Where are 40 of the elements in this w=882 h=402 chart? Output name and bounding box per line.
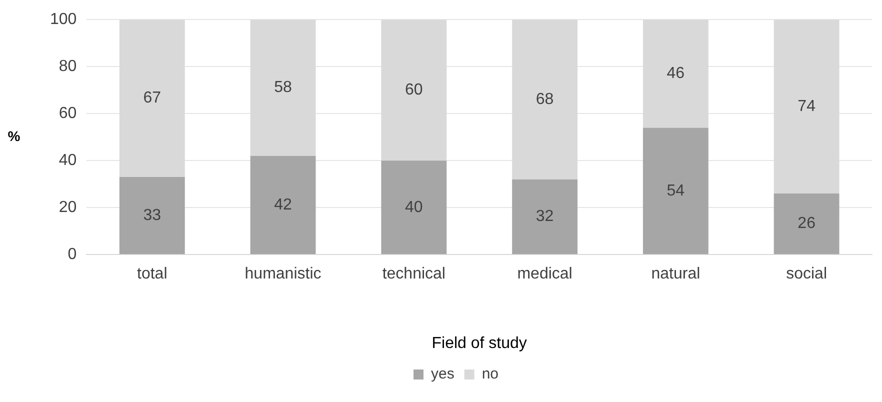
data-label: 68: [536, 90, 554, 108]
bar: [774, 20, 840, 194]
x-tick-label: medical: [517, 266, 572, 283]
y-axis-title: %: [8, 128, 21, 144]
x-tick-label: total: [137, 266, 168, 283]
data-label: 42: [274, 196, 292, 214]
data-label: 32: [536, 208, 554, 226]
legend-label: yes: [430, 366, 454, 383]
bar: [119, 177, 185, 254]
legend-label: no: [482, 366, 499, 383]
data-label: 54: [666, 182, 685, 200]
bar: [642, 20, 708, 128]
x-tick-label: humanistic: [244, 266, 322, 283]
data-label: 33: [143, 206, 162, 224]
data-label: 67: [143, 90, 162, 107]
y-tick-label: 100: [50, 11, 77, 28]
data-label: 60: [405, 82, 423, 99]
bar: [250, 156, 316, 254]
bar: [250, 20, 316, 156]
bar: [381, 160, 447, 254]
data-label: 74: [798, 98, 816, 115]
data-label: 26: [798, 215, 816, 232]
y-tick-label: 40: [58, 152, 77, 170]
y-tick-label: 60: [58, 105, 77, 122]
data-label: 46: [666, 65, 685, 82]
x-axis-title: Field of study: [432, 334, 527, 352]
x-tick-label: social: [786, 266, 828, 283]
y-tick-label: 80: [58, 58, 77, 76]
data-label: 40: [405, 198, 423, 216]
bar: [119, 20, 185, 178]
bar: [642, 128, 708, 254]
bar: [774, 194, 840, 254]
y-tick-label: 0: [68, 246, 77, 264]
x-tick-label: technical: [382, 266, 446, 283]
data-label: 58: [274, 79, 292, 96]
x-tick-label: natural: [651, 266, 700, 283]
bar: [512, 20, 578, 180]
y-tick-label: 20: [58, 199, 77, 216]
bar: [381, 20, 447, 161]
bar: [512, 179, 578, 254]
